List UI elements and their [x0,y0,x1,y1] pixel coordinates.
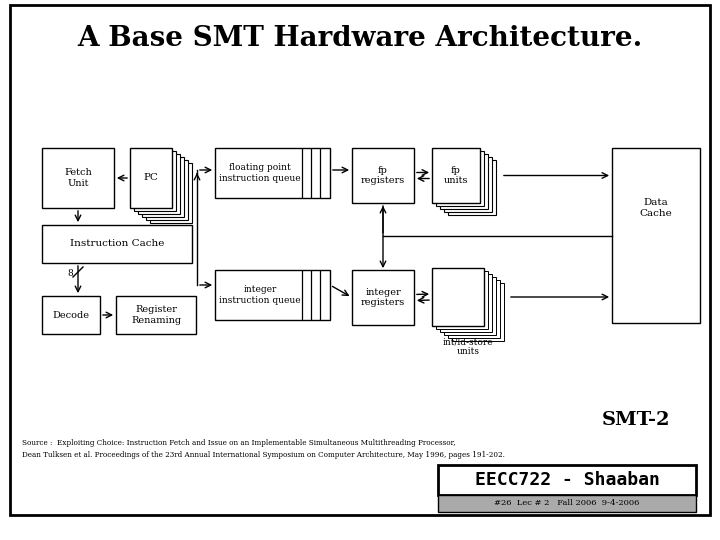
Text: #26  Lec # 2   Fall 2006  9-4-2006: #26 Lec # 2 Fall 2006 9-4-2006 [495,499,639,507]
FancyBboxPatch shape [42,225,192,263]
FancyBboxPatch shape [444,277,496,335]
Text: Decode: Decode [53,310,89,320]
FancyBboxPatch shape [436,151,484,206]
Text: Register
Renaming: Register Renaming [131,305,181,325]
Text: fp
units: fp units [444,166,468,185]
Text: integer
instruction queue: integer instruction queue [219,285,301,305]
FancyBboxPatch shape [612,148,700,323]
FancyBboxPatch shape [138,154,180,214]
Text: Data
Cache: Data Cache [639,198,672,218]
Text: SMT-2: SMT-2 [601,411,670,429]
FancyBboxPatch shape [150,163,192,223]
FancyBboxPatch shape [448,160,496,215]
FancyBboxPatch shape [438,465,696,495]
FancyBboxPatch shape [444,157,492,212]
Text: 8: 8 [67,268,73,278]
FancyBboxPatch shape [142,157,184,217]
Text: floating point
instruction queue: floating point instruction queue [219,163,301,183]
FancyBboxPatch shape [352,270,414,325]
Text: Source :  Exploiting Choice: Instruction Fetch and Issue on an Implementable Sim: Source : Exploiting Choice: Instruction … [22,439,456,447]
Text: Fetch
Unit: Fetch Unit [64,168,92,188]
Text: fp
registers: fp registers [361,166,405,185]
FancyBboxPatch shape [134,151,176,211]
FancyBboxPatch shape [42,296,100,334]
FancyBboxPatch shape [440,154,488,209]
FancyBboxPatch shape [10,5,710,515]
Text: PC: PC [143,173,158,183]
Text: Instruction Cache: Instruction Cache [70,240,164,248]
FancyBboxPatch shape [438,495,696,512]
FancyBboxPatch shape [432,268,484,326]
FancyBboxPatch shape [436,271,488,329]
Text: Dean Tulksen et al. Proceedings of the 23rd Annual International Symposium on Co: Dean Tulksen et al. Proceedings of the 2… [22,451,505,459]
FancyBboxPatch shape [215,148,330,198]
FancyBboxPatch shape [452,283,504,341]
FancyBboxPatch shape [448,280,500,338]
FancyBboxPatch shape [215,270,330,320]
FancyBboxPatch shape [116,296,196,334]
Text: EECC722 - Shaaban: EECC722 - Shaaban [474,471,660,489]
FancyBboxPatch shape [130,148,172,208]
FancyBboxPatch shape [352,148,414,203]
FancyBboxPatch shape [432,148,480,203]
FancyBboxPatch shape [146,160,188,220]
Text: integer
registers: integer registers [361,288,405,307]
FancyBboxPatch shape [42,148,114,208]
Text: A Base SMT Hardware Architecture.: A Base SMT Hardware Architecture. [77,24,643,51]
FancyBboxPatch shape [440,274,492,332]
Text: int/ld-store: int/ld-store [443,338,493,347]
Text: units: units [456,348,480,356]
